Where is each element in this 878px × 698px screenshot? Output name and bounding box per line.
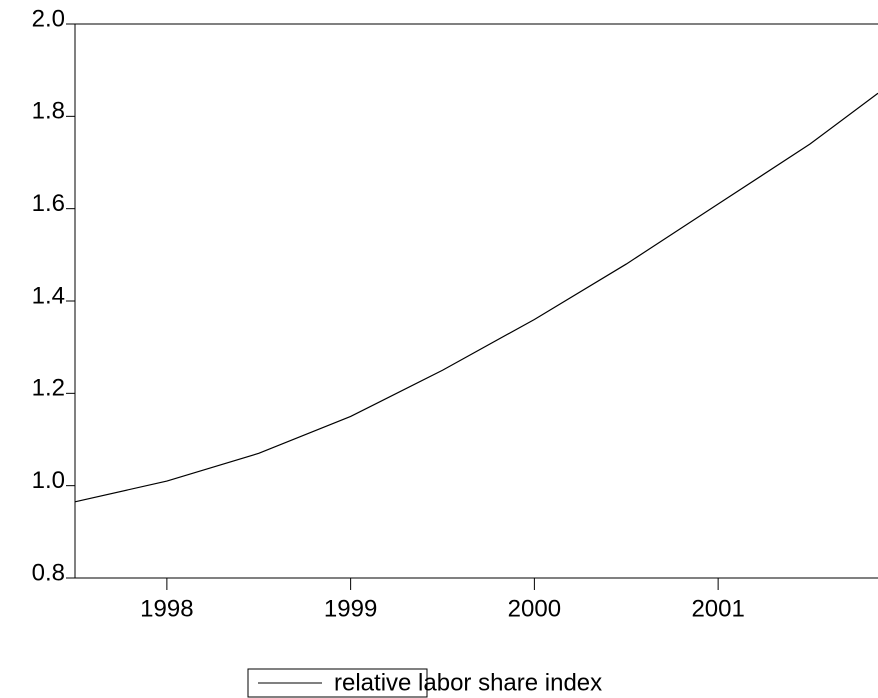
- series-line: [74, 92, 878, 503]
- y-tick-label: 1.2: [32, 375, 65, 402]
- legend-label: relative labor share index: [334, 669, 602, 696]
- y-tick-label: 1.0: [32, 467, 65, 494]
- y-tick-label: 1.6: [32, 190, 65, 217]
- y-tick-label: 2.0: [32, 5, 65, 32]
- x-tick-label: 1999: [324, 595, 377, 622]
- y-tick-label: 0.8: [32, 559, 65, 586]
- y-tick-label: 1.8: [32, 98, 65, 125]
- x-tick-label: 2000: [508, 595, 561, 622]
- y-tick-label: 1.4: [32, 282, 65, 309]
- legend: relative labor share index: [247, 668, 602, 698]
- x-tick-label: 2001: [691, 595, 744, 622]
- x-tick-label: 1998: [140, 595, 193, 622]
